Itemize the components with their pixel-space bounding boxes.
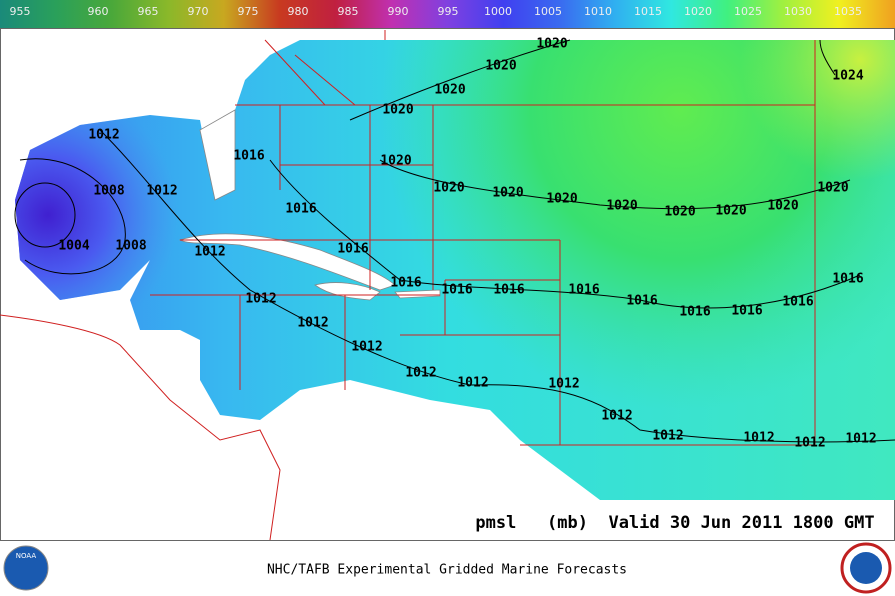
contour-label: 1016 <box>337 242 368 257</box>
contour-label: 1020 <box>380 154 411 169</box>
contour-label: 1016 <box>679 305 710 320</box>
contour-label: 1016 <box>568 283 599 298</box>
contour-label: 1020 <box>664 205 695 220</box>
contour-label: 1016 <box>782 295 813 310</box>
contour-label: 1016 <box>390 276 421 291</box>
colorbar-label: 985 <box>338 5 359 18</box>
contour-label: 1016 <box>731 304 762 319</box>
contour-label: 1012 <box>405 366 436 381</box>
contour-label: 1004 <box>58 239 89 254</box>
colorbar-label: 1005 <box>534 5 562 18</box>
contour-label: 1012 <box>652 429 683 444</box>
contour-label: 1020 <box>546 192 577 207</box>
contour-label: 1020 <box>715 204 746 219</box>
colorbar-label: 960 <box>88 5 109 18</box>
contour-label: 1016 <box>233 149 264 164</box>
map-caption: pmsl (mb) Valid 30 Jun 2011 1800 GMT <box>475 513 874 533</box>
colorbar-label: 1035 <box>834 5 862 18</box>
contour-label: 1016 <box>832 272 863 287</box>
contour-label: 1012 <box>845 432 876 447</box>
contour-label: 1020 <box>434 83 465 98</box>
colorbar-label: 995 <box>438 5 459 18</box>
contour-label: 1012 <box>548 377 579 392</box>
contour-label: 1016 <box>493 283 524 298</box>
isobars <box>14 39 895 443</box>
contour-label: 1012 <box>297 316 328 331</box>
colorbar-label: 980 <box>288 5 309 18</box>
contour-label: 1008 <box>93 184 124 199</box>
colorbar-label: 1010 <box>584 5 612 18</box>
contour-labels: 1020 1020 1020 1020 1020 1020 1020 1020 1020 1020… <box>58 37 876 451</box>
contour-label: 1012 <box>245 292 276 307</box>
noaa-logo <box>3 545 49 591</box>
contour-label: 1012 <box>794 436 825 451</box>
contour-label: 1012 <box>194 245 225 260</box>
colorbar-labels: 955 960 965 970 975 980 985 990 995 1000 1005 1010 1… <box>10 5 863 18</box>
nws-logo-inner <box>850 552 882 584</box>
colorbar-label: 955 <box>10 5 31 18</box>
colorbar-label: 1030 <box>784 5 812 18</box>
colorbar-label: 965 <box>138 5 159 18</box>
zone-lines <box>0 30 816 541</box>
contour-label: 1012 <box>88 128 119 143</box>
contour-label: 1020 <box>767 199 798 214</box>
contour-label: 1012 <box>457 376 488 391</box>
colorbar-label: 1025 <box>734 5 762 18</box>
contour-label: 1012 <box>601 409 632 424</box>
footer-title: NHC/TAFB Experimental Gridded Marine For… <box>267 563 627 578</box>
colorbar-label: 970 <box>188 5 209 18</box>
contour-label: 1012 <box>146 184 177 199</box>
colorbar-label: 990 <box>388 5 409 18</box>
colorbar <box>0 0 895 28</box>
contour-label: 1016 <box>285 202 316 217</box>
contour-label: 1008 <box>115 239 146 254</box>
contour-label: 1012 <box>743 431 774 446</box>
contour-label: 1020 <box>433 181 464 196</box>
contour-label: 1020 <box>536 37 567 52</box>
colorbar-label: 1000 <box>484 5 512 18</box>
contour-label: 1024 <box>832 69 863 84</box>
colorbar-label: 1020 <box>684 5 712 18</box>
contour-label: 1016 <box>441 283 472 298</box>
noaa-logo-text: NOAA <box>16 552 37 560</box>
contour-label: 1016 <box>626 294 657 309</box>
contour-label: 1020 <box>817 181 848 196</box>
contour-label: 1020 <box>606 199 637 214</box>
colorbar-label: 975 <box>238 5 259 18</box>
contour-label: 1012 <box>351 340 382 355</box>
colorbar-label: 1015 <box>634 5 662 18</box>
contour-label: 1020 <box>485 59 516 74</box>
contour-label: 1020 <box>382 103 413 118</box>
contour-label: 1020 <box>492 186 523 201</box>
